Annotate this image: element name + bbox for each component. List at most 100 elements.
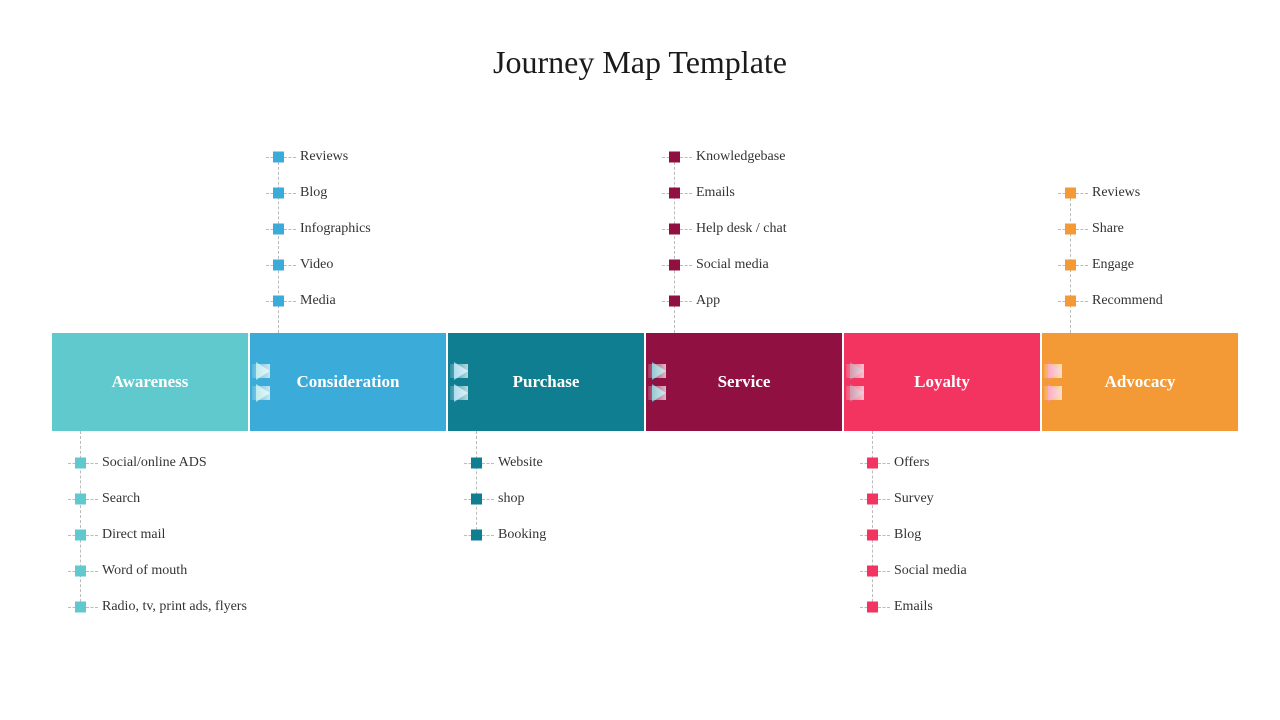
- item-dash: [878, 607, 890, 608]
- bullet-icon: [471, 458, 482, 469]
- item-dash: [878, 499, 890, 500]
- bullet-icon: [867, 458, 878, 469]
- item-label: Radio, tv, print ads, flyers: [102, 599, 247, 615]
- item-dash: [284, 265, 296, 266]
- item-label: Search: [102, 491, 140, 507]
- item-dash: [86, 571, 98, 572]
- item-dash: [86, 535, 98, 536]
- bullet-icon: [669, 224, 680, 235]
- item-label: Blog: [300, 185, 327, 201]
- bullet-icon: [273, 296, 284, 307]
- item-dash: [86, 463, 98, 464]
- stage-awareness: Awareness: [52, 333, 248, 431]
- item-connector-line: [476, 431, 477, 535]
- item-label: Emails: [894, 599, 933, 615]
- bullet-icon: [471, 530, 482, 541]
- stage-label: Awareness: [112, 372, 189, 392]
- stages-row: Awareness Consideration Purchase Service Loy…: [52, 333, 1238, 431]
- bullet-icon: [273, 224, 284, 235]
- item-dash: [284, 301, 296, 302]
- item-connector-line: [674, 157, 675, 333]
- bullet-icon: [75, 494, 86, 505]
- item-label: Blog: [894, 527, 921, 543]
- item-label: Direct mail: [102, 527, 165, 543]
- stage-label: Purchase: [513, 372, 580, 392]
- stage-arrow: [1048, 362, 1062, 402]
- item-label: Social media: [894, 563, 967, 579]
- item-label: Social/online ADS: [102, 455, 207, 471]
- stage-advocacy: Advocacy: [1042, 333, 1238, 431]
- item-label: Media: [300, 293, 336, 309]
- item-dash: [482, 535, 494, 536]
- stage-arrow: [850, 362, 864, 402]
- item-label: Survey: [894, 491, 934, 507]
- item-dash: [878, 463, 890, 464]
- bullet-icon: [273, 152, 284, 163]
- item-label: Engage: [1092, 257, 1134, 273]
- bullet-icon: [867, 494, 878, 505]
- bullet-icon: [867, 602, 878, 613]
- stage-consideration: Consideration: [250, 333, 446, 431]
- item-label: Social media: [696, 257, 769, 273]
- item-dash: [86, 499, 98, 500]
- item-label: Help desk / chat: [696, 221, 787, 237]
- item-dash: [1076, 301, 1088, 302]
- bullet-icon: [669, 188, 680, 199]
- item-label: Website: [498, 455, 543, 471]
- item-dash: [680, 301, 692, 302]
- bullet-icon: [1065, 224, 1076, 235]
- bullet-icon: [471, 494, 482, 505]
- item-label: App: [696, 293, 720, 309]
- item-dash: [680, 193, 692, 194]
- item-dash: [284, 193, 296, 194]
- item-dash: [86, 607, 98, 608]
- bullet-icon: [669, 152, 680, 163]
- item-label: Video: [300, 257, 333, 273]
- item-dash: [1076, 229, 1088, 230]
- item-label: Recommend: [1092, 293, 1163, 309]
- item-dash: [680, 157, 692, 158]
- item-label: Offers: [894, 455, 930, 471]
- stage-arrow: [256, 362, 270, 402]
- stage-arrow: [652, 362, 666, 402]
- item-dash: [878, 535, 890, 536]
- bullet-icon: [1065, 296, 1076, 307]
- item-connector-line: [278, 157, 279, 333]
- item-label: Infographics: [300, 221, 371, 237]
- bullet-icon: [273, 260, 284, 271]
- item-label: Reviews: [300, 149, 348, 165]
- item-dash: [482, 463, 494, 464]
- bullet-icon: [75, 530, 86, 541]
- page-title: Journey Map Template: [0, 44, 1280, 81]
- stage-purchase: Purchase: [448, 333, 644, 431]
- item-label: Word of mouth: [102, 563, 187, 579]
- item-dash: [284, 229, 296, 230]
- item-dash: [680, 265, 692, 266]
- bullet-icon: [867, 530, 878, 541]
- bullet-icon: [75, 566, 86, 577]
- bullet-icon: [669, 260, 680, 271]
- stage-arrow: [454, 362, 468, 402]
- item-dash: [482, 499, 494, 500]
- stage-label: Consideration: [297, 372, 400, 392]
- item-dash: [680, 229, 692, 230]
- bullet-icon: [867, 566, 878, 577]
- item-label: shop: [498, 491, 524, 507]
- bullet-icon: [273, 188, 284, 199]
- stage-loyalty: Loyalty: [844, 333, 1040, 431]
- item-label: Emails: [696, 185, 735, 201]
- bullet-icon: [75, 602, 86, 613]
- stage-label: Service: [718, 372, 771, 392]
- item-label: Knowledgebase: [696, 149, 785, 165]
- bullet-icon: [1065, 260, 1076, 271]
- bullet-icon: [75, 458, 86, 469]
- stage-label: Advocacy: [1105, 372, 1176, 392]
- item-label: Share: [1092, 221, 1124, 237]
- item-dash: [284, 157, 296, 158]
- item-label: Reviews: [1092, 185, 1140, 201]
- item-dash: [1076, 193, 1088, 194]
- item-dash: [1076, 265, 1088, 266]
- item-dash: [878, 571, 890, 572]
- bullet-icon: [669, 296, 680, 307]
- stage-service: Service: [646, 333, 842, 431]
